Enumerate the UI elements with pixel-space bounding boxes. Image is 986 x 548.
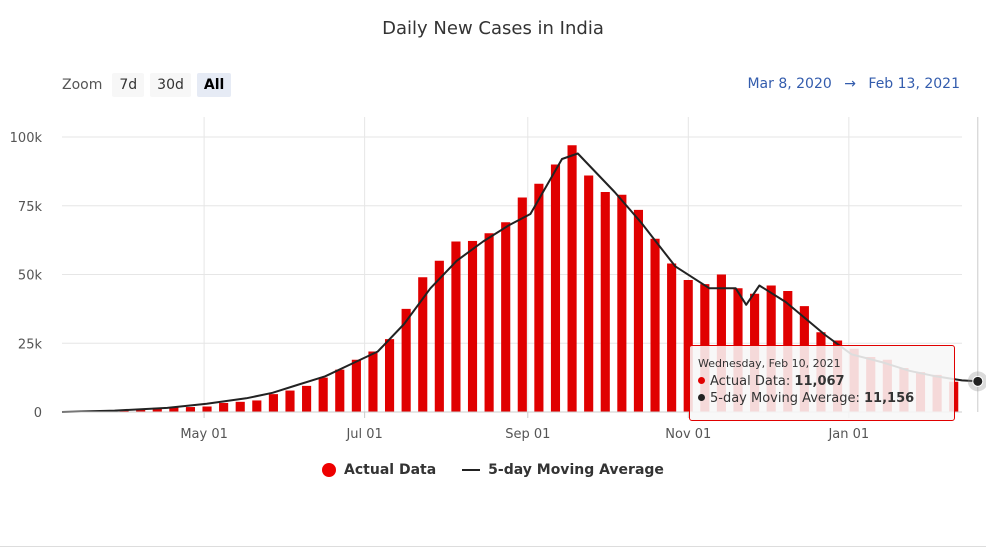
bar [169, 407, 179, 412]
bar [119, 410, 129, 412]
bar [335, 369, 345, 412]
bar [550, 164, 561, 412]
range-from[interactable]: Mar 8, 2020 [747, 76, 832, 92]
tooltip-avg-label: 5-day Moving Average: [710, 391, 865, 406]
y-tick-label: 50k [18, 269, 43, 284]
bar [268, 394, 278, 412]
date-range: Mar 8, 2020 → Feb 13, 2021 [743, 76, 964, 92]
bar [252, 400, 262, 412]
tooltip-avg-value: 11,156 [864, 391, 915, 406]
bar [467, 240, 478, 412]
legend-item-average[interactable]: 5-day Moving Average [462, 462, 664, 478]
red-circle-icon [322, 463, 337, 477]
moving-average-line [61, 152, 978, 413]
bar [351, 359, 361, 412]
bar [434, 260, 444, 412]
tooltip-actual-row: Actual Data: 11,067 [698, 374, 954, 389]
x-tick-label: May 01 [180, 427, 228, 442]
bar [501, 222, 511, 412]
y-tick-label: 0 [34, 406, 42, 421]
range-to[interactable]: Feb 13, 2021 [868, 76, 960, 92]
bar [318, 377, 328, 412]
bar [617, 194, 627, 412]
zoom-label: Zoom [62, 77, 103, 93]
bar [667, 263, 677, 412]
y-tick-label: 25k [18, 337, 43, 352]
legend-average-label: 5-day Moving Average [488, 462, 664, 478]
bar [683, 280, 693, 412]
zoom-controls: Zoom 7d 30d All [62, 73, 232, 97]
tooltip-actual-value: 11,067 [794, 374, 845, 389]
range-arrow: → [844, 76, 856, 92]
bar [584, 175, 594, 412]
x-tick-label: Jan 01 [827, 427, 869, 442]
bar [418, 277, 428, 412]
red-dot-icon [698, 377, 705, 384]
bar [152, 407, 162, 412]
x-tick-label: Jul 01 [345, 427, 382, 442]
zoom-7d-button[interactable]: 7d [112, 73, 145, 97]
bar [517, 197, 527, 412]
bar [650, 238, 660, 412]
bar [219, 402, 229, 412]
line-icon [462, 469, 481, 471]
bar [534, 183, 544, 412]
bar [633, 209, 644, 412]
zoom-all-button[interactable]: All [196, 73, 232, 97]
bar [716, 274, 726, 412]
black-dot-icon [698, 394, 705, 401]
legend-item-actual[interactable]: Actual Data [322, 462, 436, 478]
legend-actual-label: Actual Data [344, 462, 437, 478]
zoom-30d-button[interactable]: 30d [150, 73, 191, 97]
x-tick-label: Sep 01 [505, 427, 550, 442]
bar [302, 385, 312, 412]
bar [202, 406, 212, 412]
y-tick-label: 100k [10, 131, 43, 146]
hover-marker [972, 375, 984, 387]
bar [484, 233, 494, 412]
bar [600, 192, 610, 412]
tooltip-date: Wednesday, Feb 10, 2021 [698, 357, 841, 370]
bar [384, 339, 395, 412]
tooltip-actual-label: Actual Data: [710, 374, 795, 389]
bar [368, 351, 378, 412]
divider [0, 546, 986, 547]
bar [451, 241, 461, 412]
tooltip-avg-row: 5-day Moving Average: 11,156 [698, 391, 954, 406]
x-tick-label: Nov 01 [665, 427, 711, 442]
bar [235, 401, 245, 412]
bar [401, 308, 411, 412]
bar [285, 390, 295, 412]
chart-title: Daily New Cases in India [382, 18, 604, 39]
legend: Actual Data 5-day Moving Average [0, 462, 986, 478]
tooltip: Wednesday, Feb 10, 2021 Actual Data: 11,… [689, 345, 955, 421]
bar [185, 407, 196, 412]
bar [136, 409, 146, 412]
y-tick-label: 75k [18, 200, 43, 215]
bar [567, 145, 577, 412]
